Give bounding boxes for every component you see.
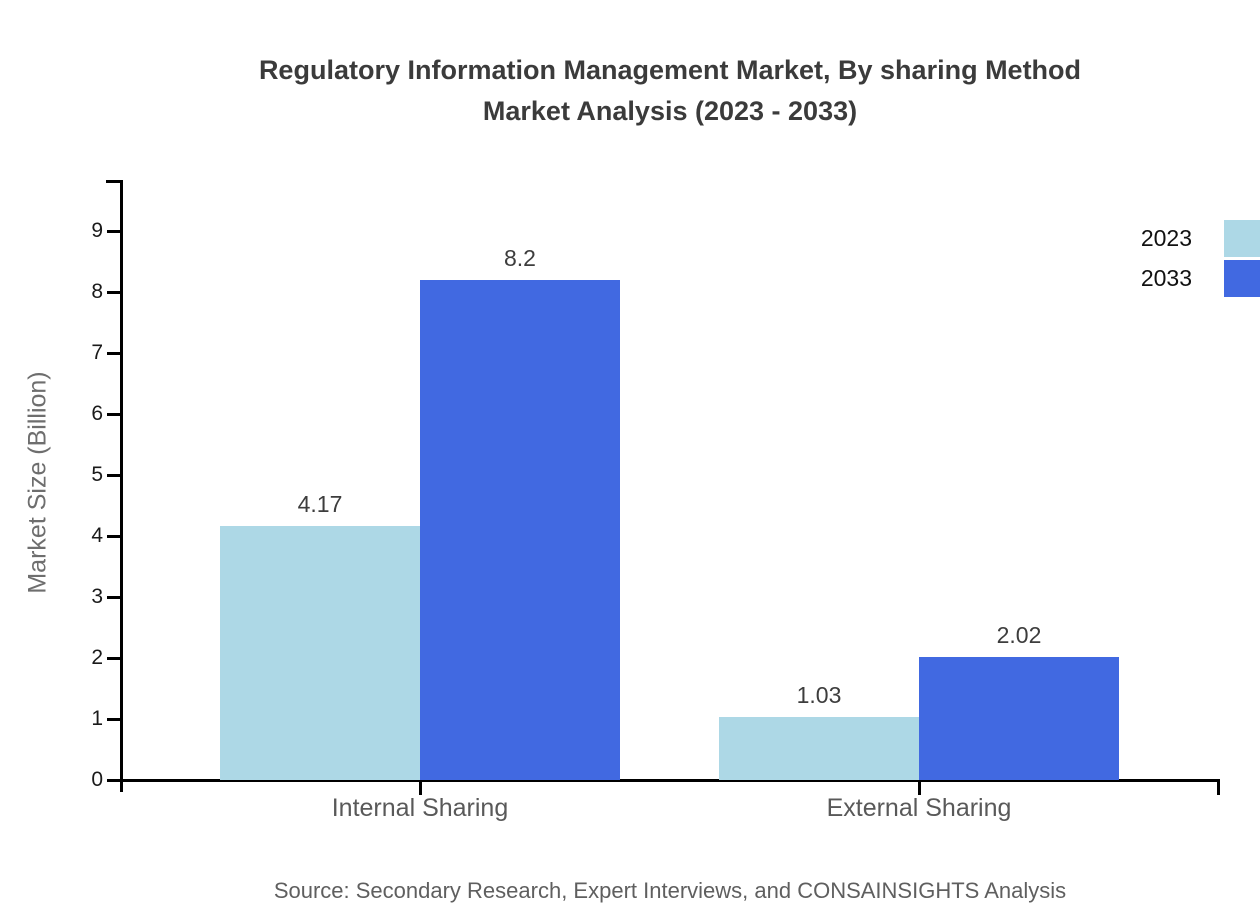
bar-2033-internal-sharing xyxy=(420,280,620,780)
bar-2023-internal-sharing xyxy=(220,526,420,780)
y-tick-label: 1 xyxy=(91,707,103,730)
y-tick-mark xyxy=(107,473,122,477)
y-tick-label: 6 xyxy=(91,402,103,425)
y-tick-mark xyxy=(107,412,122,416)
y-tick-label: 0 xyxy=(91,768,103,791)
y-tick-mark xyxy=(107,290,122,294)
x-tick-mark xyxy=(917,780,921,795)
legend-label-2023: 2023 xyxy=(1140,225,1192,251)
y-tick-label: 5 xyxy=(91,463,103,486)
y-tick-label: 4 xyxy=(91,524,103,547)
y-tick-label: 3 xyxy=(91,585,103,608)
y-tick-label: 7 xyxy=(91,341,103,364)
legend-swatch-2033 xyxy=(1224,260,1260,297)
x-tick-mark xyxy=(418,780,422,795)
y-tick-mark xyxy=(107,534,122,538)
chart-title: Regulatory Information Management Market… xyxy=(80,50,1260,132)
x-axis-end-cap xyxy=(1217,779,1220,795)
y-axis-top-cap xyxy=(106,180,121,183)
bar-2033-external-sharing xyxy=(919,657,1119,780)
source-note: Source: Secondary Research, Expert Inter… xyxy=(273,878,1067,903)
bar-value-label: 2.02 xyxy=(996,622,1042,648)
bar-value-label: 1.03 xyxy=(796,682,842,708)
chart-title-line2: Market Analysis (2023 - 2033) xyxy=(482,96,858,126)
legend-label-2033: 2033 xyxy=(1140,265,1192,291)
y-axis-line xyxy=(120,180,123,792)
y-tick-mark xyxy=(107,656,122,660)
bar-2023-external-sharing xyxy=(719,717,919,780)
y-tick-label: 2 xyxy=(91,646,103,669)
category-label: Internal Sharing xyxy=(331,794,509,822)
y-tick-mark xyxy=(107,778,122,782)
bar-value-label: 4.17 xyxy=(297,491,343,517)
y-tick-mark xyxy=(107,717,122,721)
y-tick-label: 8 xyxy=(91,280,103,303)
chart-title-line1: Regulatory Information Management Market… xyxy=(258,55,1082,85)
x-axis-line xyxy=(120,779,1220,782)
category-label: External Sharing xyxy=(826,794,1012,822)
legend-swatch-2023 xyxy=(1224,220,1260,257)
y-tick-mark xyxy=(107,351,122,355)
bar-value-label: 8.2 xyxy=(504,245,536,271)
y-tick-mark xyxy=(107,595,122,599)
y-tick-label: 9 xyxy=(91,219,103,242)
y-tick-mark xyxy=(107,229,122,233)
